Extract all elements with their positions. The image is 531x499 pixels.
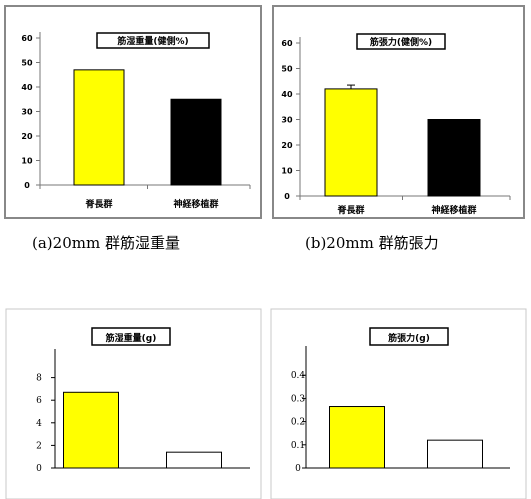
bar-2 [170, 98, 222, 186]
y-tick-label: 0.1 [291, 441, 305, 451]
title-box [91, 327, 171, 346]
figure-caption: (b)20mm 群筋張力 [305, 234, 439, 252]
y-tick-label: 6 [36, 396, 42, 406]
chart-2: 0 10 20 30 40 50 60 脊長群 神経移植群 筋張力(健側%) [272, 5, 525, 219]
y-tick-label: 0.2 [291, 418, 305, 428]
y-tick-label: 40 [21, 83, 33, 92]
y-tick-label: 0 [24, 181, 30, 190]
y-tick-label: 0.3 [291, 394, 306, 404]
y-tick-label: 40 [281, 90, 293, 99]
y-tick-label: 0 [295, 464, 301, 474]
bar-1 [63, 391, 119, 469]
chart-1: 0 10 20 30 40 50 60 脊長群 神経移植群 筋湿重量(健側%) [4, 5, 262, 219]
y-tick-label: 20 [281, 141, 293, 150]
bar-2 [427, 439, 483, 469]
y-tick-label: 60 [21, 34, 33, 43]
category-label: 神経移植群 [173, 198, 218, 210]
title-box [96, 32, 210, 49]
y-tick-label: 4 [36, 419, 42, 429]
y-tick-label: 30 [21, 108, 33, 117]
figure-caption: (a)20mm 群筋湿重量 [32, 234, 180, 252]
bar-2 [166, 451, 222, 469]
y-tick-label: 60 [281, 39, 293, 48]
y-tick-label: 20 [21, 132, 33, 141]
y-tick-label: 10 [281, 167, 293, 176]
y-tick-label: 0 [284, 192, 290, 201]
bar-1 [73, 69, 125, 186]
chart-title: 筋張力(g) [387, 332, 430, 344]
bar-2 [427, 119, 481, 197]
y-tick-label: 8 [36, 374, 42, 384]
chart-4: 0 0.1 0.2 0.3 0.4 筋張力(g) [270, 308, 527, 499]
category-label: 脊長群 [336, 204, 364, 216]
y-tick-label: 10 [21, 157, 33, 166]
category-label: 神経移植群 [431, 204, 476, 216]
chart-title: 筋湿重量(健側%) [116, 35, 188, 47]
title-box [356, 33, 446, 50]
y-tick-label: 0.4 [291, 371, 306, 381]
y-tick-label: 30 [281, 116, 293, 125]
y-tick-label: 50 [281, 65, 293, 74]
bar-1 [329, 406, 385, 469]
chart-title: 筋湿重量(g) [105, 332, 157, 344]
y-tick-label: 50 [21, 59, 33, 68]
chart-3: 0 2 4 6 8 筋湿重量(g) [5, 308, 262, 499]
title-box [369, 327, 449, 346]
y-tick-label: 0 [36, 464, 42, 474]
y-tick-label: 2 [36, 441, 42, 451]
chart-title: 筋張力(健側%) [369, 36, 432, 48]
bar-1 [324, 88, 378, 197]
category-label: 脊長群 [84, 198, 112, 210]
